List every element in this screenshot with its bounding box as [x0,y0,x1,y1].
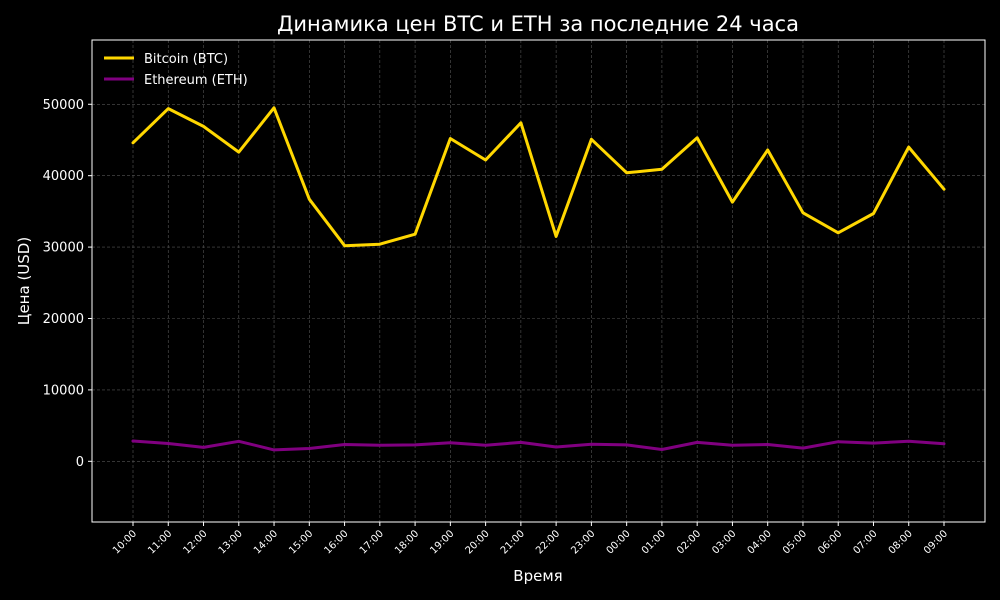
series-lines [131,106,946,452]
x-axis-label: Время [513,567,562,585]
y-axis-label: Цена (USD) [15,237,33,325]
plot-frame [91,39,986,523]
y-tick-label: 10000 [43,383,84,398]
chart-title: Динамика цен BTC и ETH за последние 24 ч… [277,12,799,36]
y-tick-label: 20000 [43,312,84,327]
series-line-0 [131,106,946,248]
legend: Bitcoin (BTC) Ethereum (ETH) [104,52,248,88]
y-tick-label: 50000 [43,98,84,113]
y-axis: 0 10000 20000 30000 40000 50000 [43,98,92,470]
y-tick-label: 0 [76,455,84,470]
legend-label: Ethereum (ETH) [144,73,248,88]
y-tick-label: 40000 [43,169,84,184]
y-tick-label: 30000 [43,241,84,256]
series-line-1 [131,439,946,452]
legend-label: Bitcoin (BTC) [144,52,228,67]
